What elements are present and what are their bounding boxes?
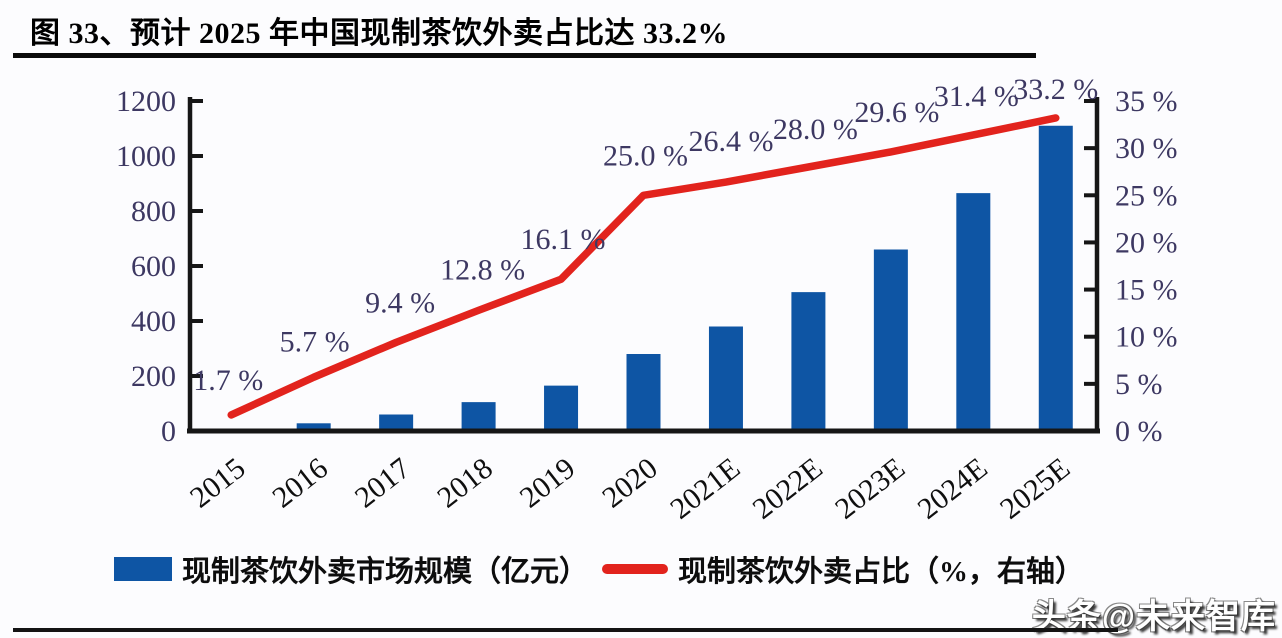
category-label-2021E: 2021E bbox=[664, 452, 746, 526]
figure-title: 图 33、预计 2025 年中国现制茶饮外卖占比达 33.2% bbox=[30, 17, 728, 50]
point-label-2021E: 26.4 % bbox=[688, 125, 773, 158]
right-tick-label: 10 % bbox=[1115, 321, 1178, 354]
bar-2023E bbox=[873, 249, 908, 431]
right-tick-label: 25 % bbox=[1115, 179, 1178, 212]
bar-2019 bbox=[544, 385, 579, 431]
category-label-2020: 2020 bbox=[596, 452, 664, 515]
category-label-2023E: 2023E bbox=[829, 452, 911, 526]
category-label-2016: 2016 bbox=[266, 452, 334, 515]
right-tick-label: 30 % bbox=[1115, 132, 1178, 165]
bottom-rule bbox=[13, 628, 1118, 632]
left-tick-label: 200 bbox=[131, 360, 176, 393]
bar-2018 bbox=[461, 402, 496, 431]
point-label-2015: 1.7 % bbox=[193, 364, 263, 397]
right-tick-label: 20 % bbox=[1115, 226, 1178, 259]
left-tick-label: 0 bbox=[161, 415, 176, 448]
legend-label-bar-series: 现制茶饮外卖市场规模（亿元） bbox=[182, 556, 589, 588]
right-tick-label: 0 % bbox=[1115, 415, 1163, 448]
category-label-2019: 2019 bbox=[514, 452, 582, 515]
point-label-2023E: 29.6 % bbox=[854, 96, 939, 129]
legend-item-bar-series: 现制茶饮外卖市场规模（亿元） bbox=[114, 548, 588, 590]
bar-2022E bbox=[791, 292, 826, 431]
point-label-2018: 12.8 % bbox=[440, 253, 525, 286]
point-label-2025E: 33.2 % bbox=[1013, 73, 1098, 106]
title-underline bbox=[13, 53, 1036, 58]
right-tick-label: 35 % bbox=[1115, 85, 1178, 118]
line-series-swatch bbox=[602, 564, 669, 574]
category-label-2025E: 2025E bbox=[994, 452, 1076, 526]
legend: 现制茶饮外卖市场规模（亿元） 现制茶饮外卖占比（%，右轴） bbox=[114, 549, 1084, 589]
bar-2025E bbox=[1038, 125, 1073, 431]
bar-2017 bbox=[379, 414, 414, 431]
bar-2024E bbox=[956, 193, 991, 431]
share-line bbox=[227, 114, 1060, 419]
point-label-2017: 9.4 % bbox=[365, 286, 435, 319]
legend-item-line-series: 现制茶饮外卖占比（%，右轴） bbox=[602, 548, 1084, 590]
category-label-2018: 2018 bbox=[431, 452, 499, 515]
category-label-2022E: 2022E bbox=[747, 452, 829, 526]
left-tick-label: 800 bbox=[131, 195, 176, 228]
left-tick-label: 1000 bbox=[116, 140, 176, 173]
point-label-2024E: 31.4 % bbox=[934, 80, 1019, 113]
left-tick-label: 1200 bbox=[116, 85, 176, 118]
bar-series-swatch bbox=[114, 557, 172, 581]
right-tick-label: 15 % bbox=[1115, 274, 1178, 307]
bar-2021E bbox=[708, 326, 743, 431]
left-tick-label: 600 bbox=[131, 250, 176, 283]
category-label-2017: 2017 bbox=[349, 452, 417, 515]
point-label-2016: 5.7 % bbox=[280, 325, 350, 358]
bar-2016 bbox=[296, 423, 331, 431]
point-label-2022E: 28.0 % bbox=[773, 113, 858, 146]
point-label-2020: 25.0 % bbox=[603, 139, 688, 172]
category-label-2015: 2015 bbox=[184, 452, 252, 515]
legend-label-line-series: 现制茶饮外卖占比（%，右轴） bbox=[678, 556, 1085, 588]
left-tick-label: 400 bbox=[131, 305, 176, 338]
right-tick-label: 5 % bbox=[1115, 368, 1163, 401]
category-label-2024E: 2024E bbox=[912, 452, 994, 526]
point-label-2019: 16.1 % bbox=[521, 223, 606, 256]
bar-2020 bbox=[626, 354, 661, 431]
